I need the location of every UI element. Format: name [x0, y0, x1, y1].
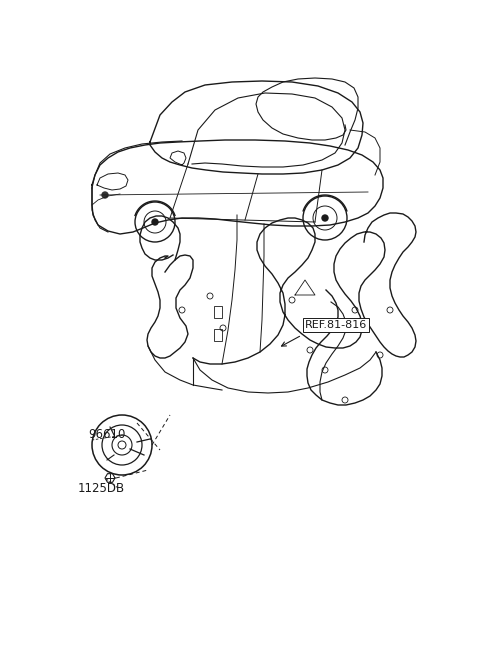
Circle shape [322, 215, 328, 221]
Text: REF.81-816: REF.81-816 [305, 320, 367, 330]
Circle shape [152, 219, 158, 225]
Circle shape [102, 192, 108, 198]
Bar [214, 329, 222, 341]
Text: 1125DB: 1125DB [78, 481, 125, 495]
Bar [214, 306, 222, 318]
Text: 96610: 96610 [88, 428, 125, 441]
